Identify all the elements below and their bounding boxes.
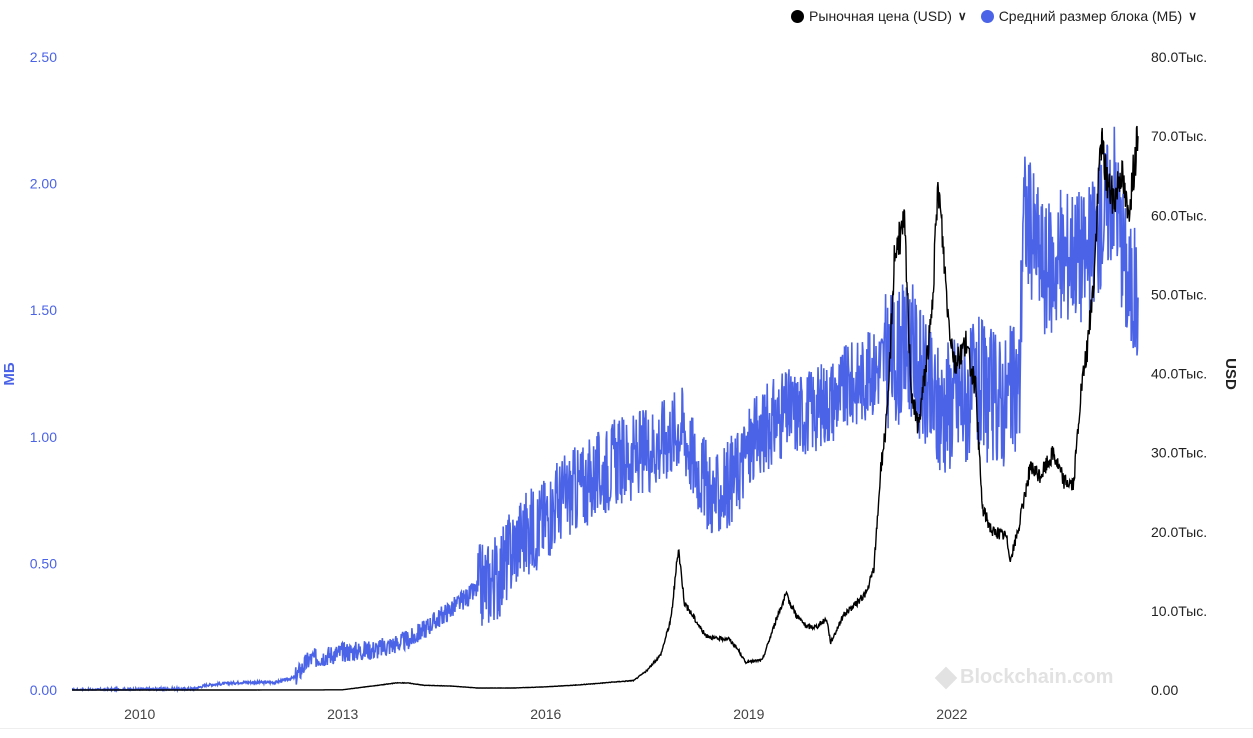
legend-item-price[interactable]: Рыночная цена (USD) ∨ [791,8,967,24]
chevron-down-icon[interactable]: ∨ [1188,9,1197,23]
left-tick-label: 2.50 [30,49,57,65]
legend-blocksize-label: Средний размер блока (МБ) [998,8,1183,24]
legend-price-label: Рыночная цена (USD) [809,8,952,24]
blockchain-logo-icon [934,666,958,689]
left-axis-label: МБ [1,362,18,385]
left-axis-ticks: 0.00 0.50 1.00 1.50 2.00 2.50 [30,49,57,698]
blocksize-series-line [71,126,1139,694]
x-tick-label: 2022 [936,706,967,722]
left-tick-label: 0.00 [30,682,57,698]
chevron-down-icon[interactable]: ∨ [957,9,967,23]
left-tick-label: 0.50 [30,555,57,571]
watermark-text: Blockchain.com [960,666,1114,688]
right-tick-label: 0.00 [1151,682,1178,698]
blocksize-dot-icon [980,9,994,23]
right-tick-label: 30.0Тыс. [1151,445,1207,461]
right-axis-label: USD [1222,358,1239,390]
price-dot-icon [791,9,805,23]
right-tick-label: 70.0Тыс. [1151,128,1207,144]
x-axis-ticks: 2010 2013 2016 2019 2022 [124,706,968,722]
right-axis-ticks: 0.00 10.0Тыс. 20.0Тыс. 30.0Тыс. 40.0Тыс. 50.0… [1151,49,1207,698]
price-series-line [72,125,1139,691]
left-tick-label: 1.50 [30,302,57,318]
right-tick-label: 20.0Тыс. [1151,524,1207,540]
bottom-divider [0,728,1253,729]
x-tick-label: 2013 [327,706,358,722]
right-tick-label: 80.0Тыс. [1151,49,1207,65]
right-tick-label: 40.0Тыс. [1151,366,1207,382]
left-tick-label: 1.00 [30,429,57,445]
watermark: Blockchain.com [934,666,1114,689]
chart-legend: Рыночная цена (USD) ∨ Средний размер бло… [791,8,1197,24]
x-tick-label: 2016 [530,706,561,722]
right-tick-label: 60.0Тыс. [1151,207,1207,223]
left-tick-label: 2.00 [30,176,57,192]
legend-item-blocksize[interactable]: Средний размер блока (МБ) ∨ [980,8,1197,24]
right-tick-label: 50.0Тыс. [1151,286,1207,302]
right-tick-label: 10.0Тыс. [1151,603,1207,619]
x-tick-label: 2019 [733,706,764,722]
x-tick-label: 2010 [124,706,155,722]
